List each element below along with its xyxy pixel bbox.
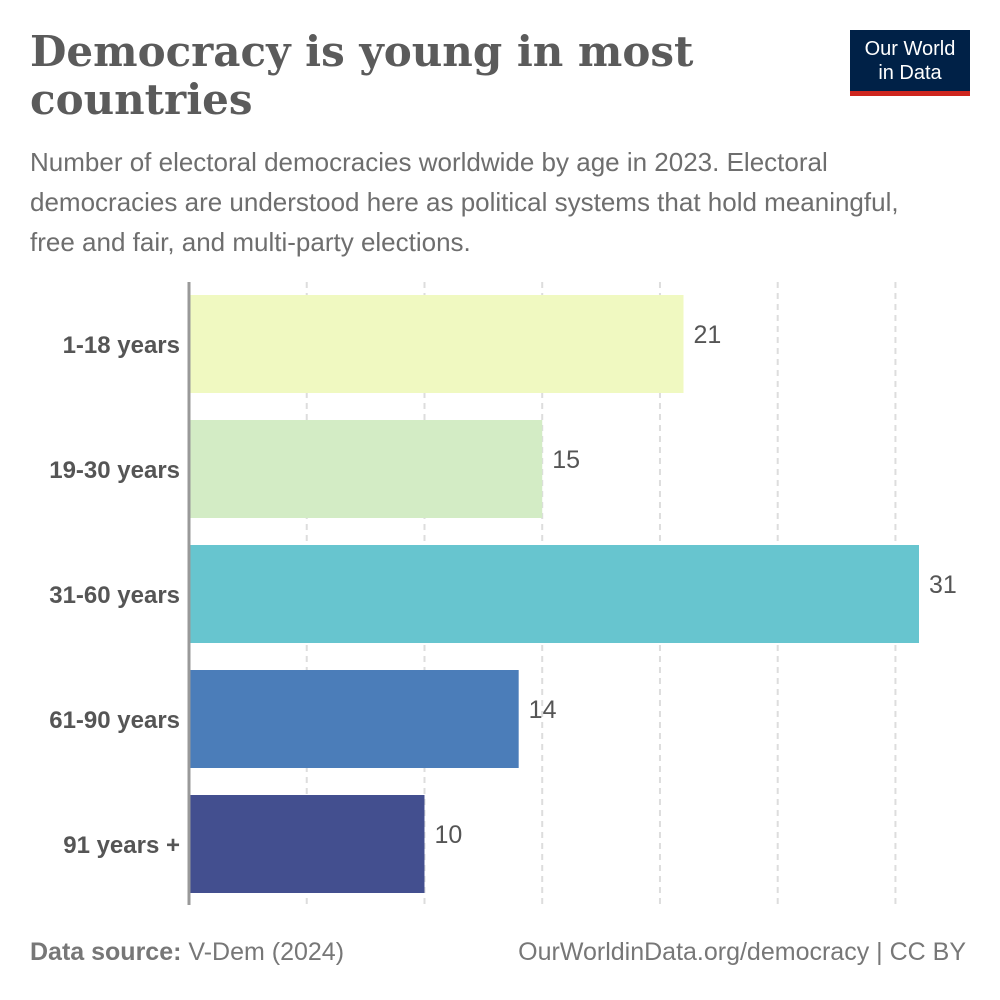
owid-logo[interactable]: Our World in Data bbox=[850, 30, 970, 96]
value-label: 31 bbox=[929, 571, 957, 599]
chart-title: Democracy is young in most countries bbox=[30, 27, 694, 124]
logo-line-1: Our World bbox=[864, 38, 956, 60]
footer-url[interactable]: OurWorldinData.org/democracy | CC BY bbox=[518, 938, 966, 966]
data-source-label: Data source: bbox=[30, 938, 182, 966]
value-label: 15 bbox=[552, 446, 580, 474]
logo-line-2: in Data bbox=[878, 62, 942, 84]
chart-subtitle: Number of electoral democracies worldwid… bbox=[30, 147, 899, 257]
value-label: 14 bbox=[529, 696, 557, 724]
category-label: 61-90 years bbox=[49, 707, 180, 734]
value-label: 10 bbox=[434, 821, 462, 849]
bar bbox=[189, 545, 919, 643]
bar bbox=[189, 420, 543, 518]
data-source: Data source: V-Dem (2024) bbox=[30, 938, 344, 967]
category-label: 19-30 years bbox=[49, 457, 180, 484]
category-label: 91 years + bbox=[63, 832, 180, 859]
category-label: 1-18 years bbox=[63, 332, 180, 359]
value-label: 21 bbox=[694, 321, 722, 349]
bar bbox=[189, 670, 519, 768]
data-source-link[interactable]: V-Dem (2024) bbox=[188, 938, 345, 966]
category-label: 31-60 years bbox=[49, 582, 180, 609]
bar bbox=[189, 795, 425, 893]
bar bbox=[189, 295, 684, 393]
